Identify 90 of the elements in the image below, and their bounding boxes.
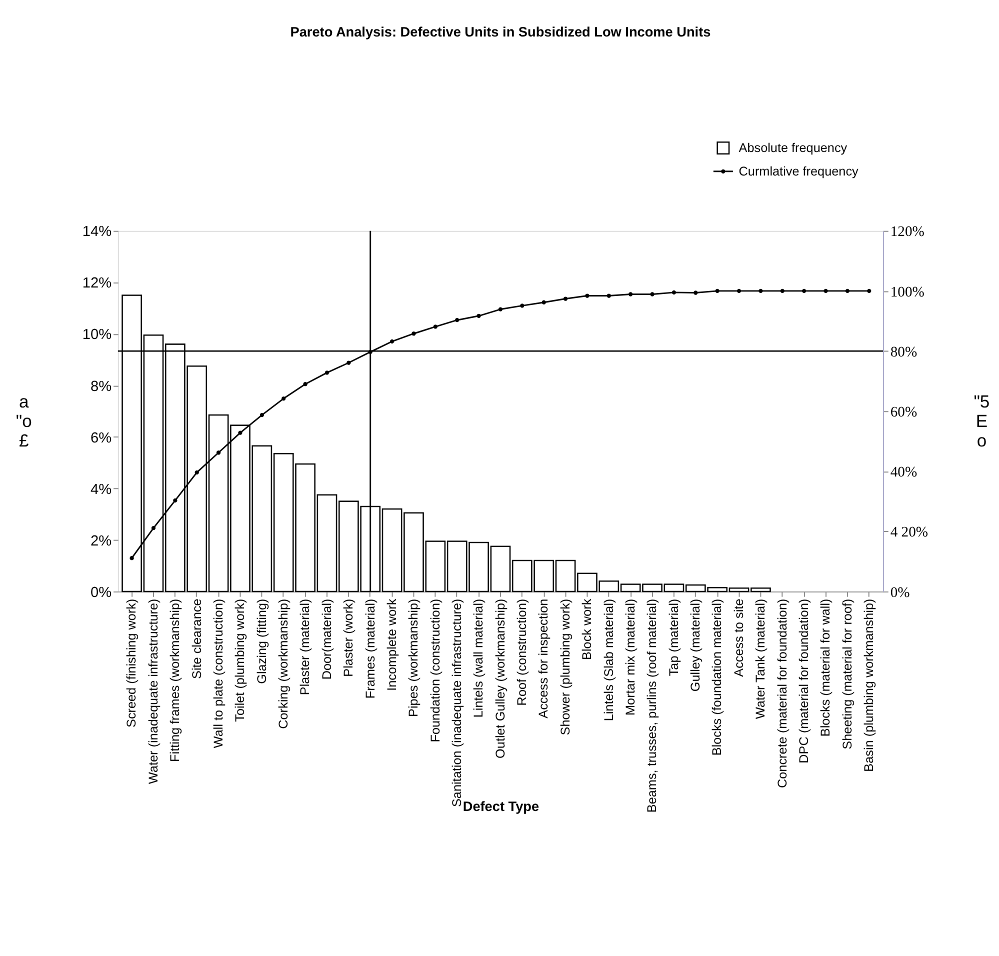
point <box>585 294 590 298</box>
x-tick-label: Door(material) <box>320 598 334 680</box>
x-tick-label: Roof (construction) <box>515 598 530 706</box>
legend-label: Curmlative frequency <box>738 164 860 178</box>
x-tick-label: Plaster (material) <box>298 598 312 696</box>
y-tick-label: 2% <box>90 533 112 550</box>
point <box>520 304 524 308</box>
x-tick-label: Lintels (Slab material) <box>602 598 616 722</box>
y-tick-label: 0% <box>90 584 112 601</box>
x-tick-label: Plaster (work) <box>342 598 356 677</box>
x-tick-label: Corking (workmanship) <box>276 598 291 729</box>
x-tick-label: Block work <box>580 598 594 660</box>
point <box>130 556 134 560</box>
point <box>282 396 286 401</box>
point <box>194 470 199 475</box>
point <box>694 290 698 295</box>
x-axis-title: Defect Type <box>462 799 540 814</box>
point <box>867 288 872 294</box>
x-tick-label: Blocks (material for wall) <box>818 598 833 737</box>
y2-tick-label: 80% <box>890 344 918 360</box>
y-axis-title: a "o £ <box>16 392 32 451</box>
x-tick-label: Concrete (material for foundation) <box>775 598 790 788</box>
x-tick-label: Water Tank (material) <box>754 598 768 720</box>
point <box>736 288 742 294</box>
point <box>628 292 633 296</box>
point <box>563 296 568 301</box>
point <box>606 294 611 298</box>
point <box>324 370 330 375</box>
point <box>715 288 720 294</box>
x-tick-label: Toilet (plumbing work) <box>233 598 248 722</box>
point <box>151 526 156 530</box>
y2-axis-title: "5 E o <box>974 392 990 451</box>
y-tick-label: 12% <box>82 276 112 292</box>
point <box>173 498 178 502</box>
y2-tick-label: 100% <box>890 284 924 300</box>
y2-tick-label: 60% <box>890 404 918 421</box>
x-tick-label: Tap (material) <box>666 598 681 676</box>
point <box>390 339 394 344</box>
point <box>650 292 654 296</box>
point <box>455 318 460 322</box>
x-tick-label: Sheeting (material for roof) <box>840 598 854 750</box>
y-tick-label: 14% <box>82 224 112 240</box>
x-tick-label: Foundation (construction) <box>428 598 442 742</box>
legend-label: Absolute frequency <box>738 140 848 155</box>
y2-tick-label: 120% <box>890 224 924 240</box>
point <box>476 314 481 318</box>
point <box>672 290 676 295</box>
y-tick-label: 4% <box>90 482 112 498</box>
y-tick-label: 6% <box>90 430 112 446</box>
x-tick-label: Access for inspection <box>536 598 551 718</box>
point <box>780 288 784 294</box>
x-tick-label: Gulley (material) <box>688 598 703 692</box>
y2-tick-label: 40% <box>890 464 918 481</box>
chart-title: Pareto Analysis: Defective Units in Subsidized Low Income Units <box>290 24 712 40</box>
x-tick-label: Site clearance <box>190 598 204 679</box>
x-tick-label: Screed (finishing work) <box>124 598 139 728</box>
x-tick-label: Blocks (foundation material) <box>710 598 724 756</box>
x-tick-label: Shower (plumbing work) <box>558 598 572 736</box>
point <box>542 300 546 304</box>
x-tick-label: Water (inadequate infrastructure) <box>146 598 160 784</box>
x-tick-label: Mortar mix (material) <box>623 598 638 716</box>
point <box>346 360 351 365</box>
x-tick-label: Outlet Gulley (workmanship) <box>493 598 508 758</box>
x-tick-label: Pipes (workmanship) <box>406 598 421 717</box>
x-tick-label: Wall to plate (construction) <box>211 598 226 748</box>
x-tick-label: Frames (material) <box>363 598 378 699</box>
x-tick-label: Glazing (fitting) <box>254 598 269 684</box>
y-tick-label: 8% <box>90 378 112 395</box>
x-tick-label: Incomplete work <box>384 598 399 691</box>
point <box>498 307 503 312</box>
x-tick-label: Sanitation (inadequate infrastructure) <box>450 598 464 808</box>
y2-tick-label: 4 20% <box>890 524 928 541</box>
point <box>303 382 308 386</box>
x-tick-label: DPC (material for foundation) <box>796 598 811 764</box>
point <box>845 288 850 294</box>
point <box>758 288 763 294</box>
point <box>412 332 416 336</box>
point <box>216 450 221 455</box>
y2-tick-label: 0% <box>890 584 910 601</box>
x-tick-label: Access to site <box>732 598 746 677</box>
point <box>802 288 806 294</box>
x-tick-label: Beams, trusses, purlins (roof material) <box>645 598 660 813</box>
x-tick-label: Basin (plumbing workmanship) <box>862 598 876 772</box>
y-tick-label: 10% <box>82 327 112 344</box>
x-tick-label: Lintels (wall material) <box>472 598 486 718</box>
point <box>260 412 264 418</box>
point <box>238 430 242 435</box>
point <box>433 324 438 329</box>
point <box>824 288 828 294</box>
x-tick-label: Fitting frames (workmanship) <box>168 598 182 762</box>
